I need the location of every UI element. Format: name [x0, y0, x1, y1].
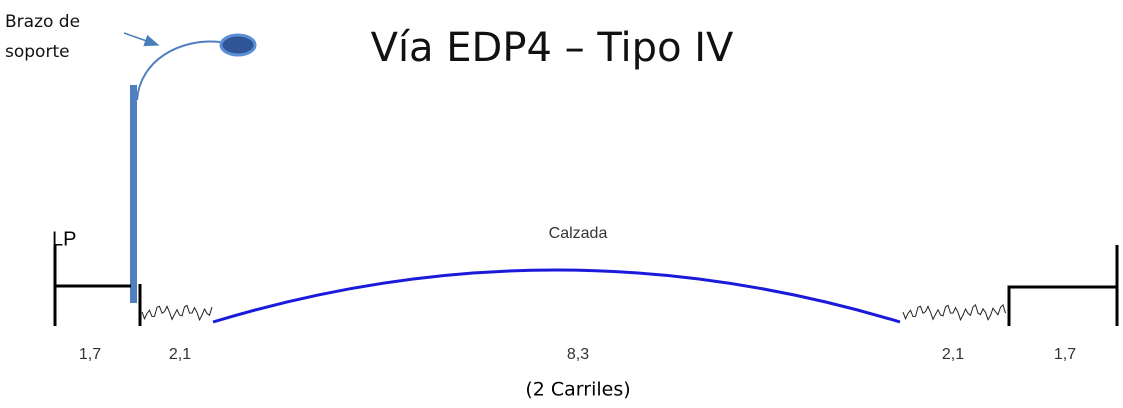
- verge-left: [141, 304, 213, 322]
- dimension: 2,1: [942, 346, 964, 363]
- dimension: 1,7: [1054, 346, 1076, 363]
- dimension: 1,7: [79, 346, 101, 363]
- title: Vía EDP4 – Tipo IV: [371, 25, 734, 71]
- verge-right: [902, 303, 1006, 322]
- boundary-label: LP: [52, 228, 76, 250]
- pole: [130, 85, 137, 303]
- callout-line: soporte: [5, 42, 70, 62]
- dimension: 2,1: [169, 346, 191, 363]
- sidewalk-right: [1007, 285, 1117, 326]
- roadway: [212, 268, 901, 324]
- callout-arrow: [123, 32, 160, 47]
- sidewalks: [53, 245, 1119, 326]
- roadway-label: Calzada: [549, 225, 608, 242]
- callout-line: Brazo de: [5, 12, 80, 32]
- lanes-note: (2 Carriles): [525, 379, 630, 401]
- lamp: [219, 33, 257, 57]
- dimension: 8,3: [567, 346, 589, 363]
- support-arm: [136, 40, 221, 101]
